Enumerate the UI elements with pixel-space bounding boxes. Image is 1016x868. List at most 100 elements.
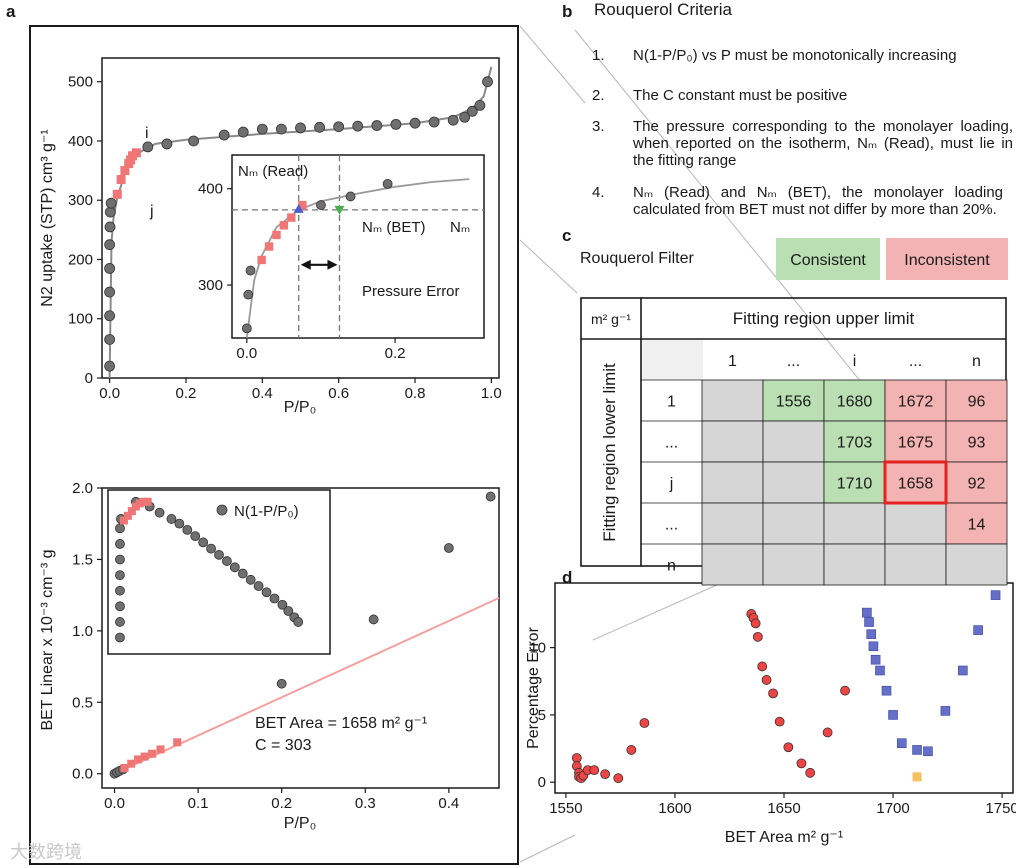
table-cell-bg (945, 379, 1008, 422)
inset-fit-square (264, 242, 274, 251)
table-cell-value: 1710 (837, 476, 873, 493)
x-tick-label: 0.0 (236, 345, 257, 362)
isotherm-data-point (371, 120, 383, 131)
x-tick-label: 0.2 (176, 385, 197, 402)
connector-line-b (519, 25, 586, 104)
bet-area-annotation: BET Area = 1658 m² g⁻¹ (255, 715, 427, 732)
table-row-header: Fitting region lower limit (600, 363, 619, 542)
isotherm-data-point (105, 197, 117, 209)
inset-n-fit-square (127, 507, 136, 516)
table-col-label: i (853, 353, 857, 370)
inset-n-data-point (229, 562, 240, 573)
bet-linear-ticks: 0.0 0.1 0.2 0.3 0.4 0.0 0.5 1.0 1.5 2.0 (72, 480, 459, 812)
isotherm-data-point (352, 120, 364, 132)
isotherm-fit-square (120, 166, 130, 176)
error-red-circle (750, 618, 761, 629)
pressure-error-arrow-right-head (327, 259, 338, 270)
isotherm-data-point (409, 117, 421, 129)
percentage-error-marks (571, 590, 1001, 784)
y-tick-label: 200 (68, 251, 93, 268)
table-cell-value: 14 (968, 517, 986, 534)
bet-linear-inset-chart: N(1-P/P₀) (107, 489, 331, 655)
error-red-circle (761, 675, 772, 685)
bet-linear-inset-frame (107, 489, 331, 655)
criterion-2-number: 2. (592, 87, 605, 104)
bet-data-point (485, 491, 496, 502)
error-blue-square (888, 710, 898, 720)
legend-inconsistent-label: Inconsistent (904, 252, 990, 269)
panel-label-b: b (562, 2, 572, 21)
table-cell-value: 1556 (776, 394, 812, 411)
error-red-circle (783, 742, 794, 753)
table-cell-bg (823, 502, 886, 545)
x-tick-label: 0.0 (99, 385, 120, 402)
watermark-text: 大数跨境 (10, 842, 82, 862)
bet-fit-square (156, 745, 165, 754)
inset-data-point (382, 178, 393, 189)
table-row-label: 1 (667, 394, 676, 411)
isotherm-inset-guides (232, 155, 484, 338)
table-cell-bg (945, 461, 1008, 504)
bet-linear-x-axis-label: P/P₀ (284, 815, 316, 832)
rouquerol-filter-panel: Rouquerol Filter Consistent Inconsistent… (580, 238, 1008, 586)
inset-fit-square (272, 230, 281, 240)
error-blue-square (866, 629, 877, 639)
x-tick-label: 1700 (876, 800, 909, 817)
y-tick-label: 0 (538, 774, 546, 791)
isotherm-plot-frame (101, 57, 500, 379)
y-tick-label: 400 (198, 181, 223, 198)
inset-n-data-point (182, 524, 193, 535)
inset-data-point (316, 200, 326, 210)
isotherm-data-point (104, 262, 116, 274)
table-row-label: j (669, 476, 674, 493)
isotherm-ticks: 0.0 0.2 0.4 0.6 0.8 1.0 0 100 200 300 400 500 (68, 74, 502, 402)
table-col-label: 1 (728, 353, 737, 370)
criterion-1-text: N(1-P/P₀) vs P must be monotonically inc… (633, 47, 957, 64)
isotherm-data-point (104, 221, 116, 233)
connector-line-c (519, 239, 578, 294)
bet-fit-square (127, 759, 136, 768)
table-cell-bg (823, 543, 886, 586)
bet-linear-inset-marks (115, 496, 304, 643)
x-tick-label: 1550 (549, 800, 582, 817)
inset-n-data-point (115, 601, 125, 612)
isotherm-data-point (314, 121, 325, 133)
inset-data-point (345, 191, 356, 202)
table-col-label: ... (787, 353, 800, 370)
error-blue-square (912, 745, 922, 755)
error-blue-square (990, 590, 1001, 600)
bet-data-point (443, 543, 454, 553)
isotherm-x-axis-label: P/P₀ (284, 399, 316, 416)
table-cell-bg (945, 543, 1008, 586)
y-tick-label: 0 (85, 370, 93, 387)
isotherm-fit-square (116, 174, 126, 184)
error-red-circle (757, 661, 768, 672)
error-blue-square (868, 641, 879, 652)
table-col-label: ... (909, 353, 922, 370)
criterion-1-number: 1. (592, 47, 605, 64)
nm-read-marker (293, 203, 304, 213)
legend-inconsistent-swatch (886, 238, 1008, 280)
table-cell-value: 96 (968, 394, 986, 411)
bet-fit-square (148, 749, 157, 758)
x-tick-label: 1650 (767, 800, 800, 817)
table-cell-bg (884, 502, 947, 545)
table-cell-value: 1675 (898, 435, 934, 452)
error-red-circle (613, 773, 624, 784)
connector-line-d (519, 834, 576, 863)
inset-n-data-point (115, 523, 125, 534)
table-cell-bg (762, 379, 825, 422)
criterion-4-text: Nₘ (Read) and Nₘ (BET), the monolayer lo… (633, 184, 1003, 218)
table-cell-bg (884, 379, 947, 422)
y-tick-label: 400 (68, 133, 93, 150)
isotherm-fit-square (131, 148, 141, 158)
inset-pressure-error-label: Pressure Error (362, 283, 460, 300)
y-tick-label: 5 (538, 707, 546, 724)
inset-n-data-point (214, 549, 224, 560)
y-tick-label: 1.5 (72, 551, 93, 568)
percentage-error-plot-frame (554, 582, 1014, 794)
inset-n-data-point (174, 518, 185, 529)
x-tick-label: 0.2 (271, 795, 292, 812)
